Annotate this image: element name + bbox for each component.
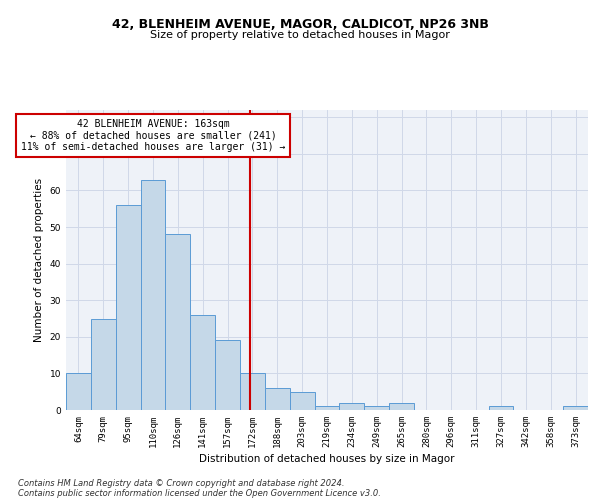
Text: 42 BLENHEIM AVENUE: 163sqm
← 88% of detached houses are smaller (241)
11% of sem: 42 BLENHEIM AVENUE: 163sqm ← 88% of deta… (21, 119, 285, 152)
X-axis label: Distribution of detached houses by size in Magor: Distribution of detached houses by size … (199, 454, 455, 464)
Bar (166, 234, 190, 410)
Text: 42, BLENHEIM AVENUE, MAGOR, CALDICOT, NP26 3NB: 42, BLENHEIM AVENUE, MAGOR, CALDICOT, NP… (112, 18, 488, 30)
Text: Contains public sector information licensed under the Open Government Licence v3: Contains public sector information licen… (18, 488, 381, 498)
Bar (340, 402, 364, 410)
Bar (389, 402, 414, 410)
Bar (265, 388, 290, 410)
Bar (290, 392, 314, 410)
Bar (215, 340, 240, 410)
Bar (66, 374, 91, 410)
Bar (314, 406, 340, 410)
Bar (91, 318, 116, 410)
Bar (488, 406, 514, 410)
Bar (364, 406, 389, 410)
Text: Contains HM Land Registry data © Crown copyright and database right 2024.: Contains HM Land Registry data © Crown c… (18, 478, 344, 488)
Bar (140, 180, 166, 410)
Y-axis label: Number of detached properties: Number of detached properties (34, 178, 44, 342)
Bar (190, 315, 215, 410)
Bar (116, 205, 140, 410)
Bar (240, 374, 265, 410)
Bar (563, 406, 588, 410)
Text: Size of property relative to detached houses in Magor: Size of property relative to detached ho… (150, 30, 450, 40)
